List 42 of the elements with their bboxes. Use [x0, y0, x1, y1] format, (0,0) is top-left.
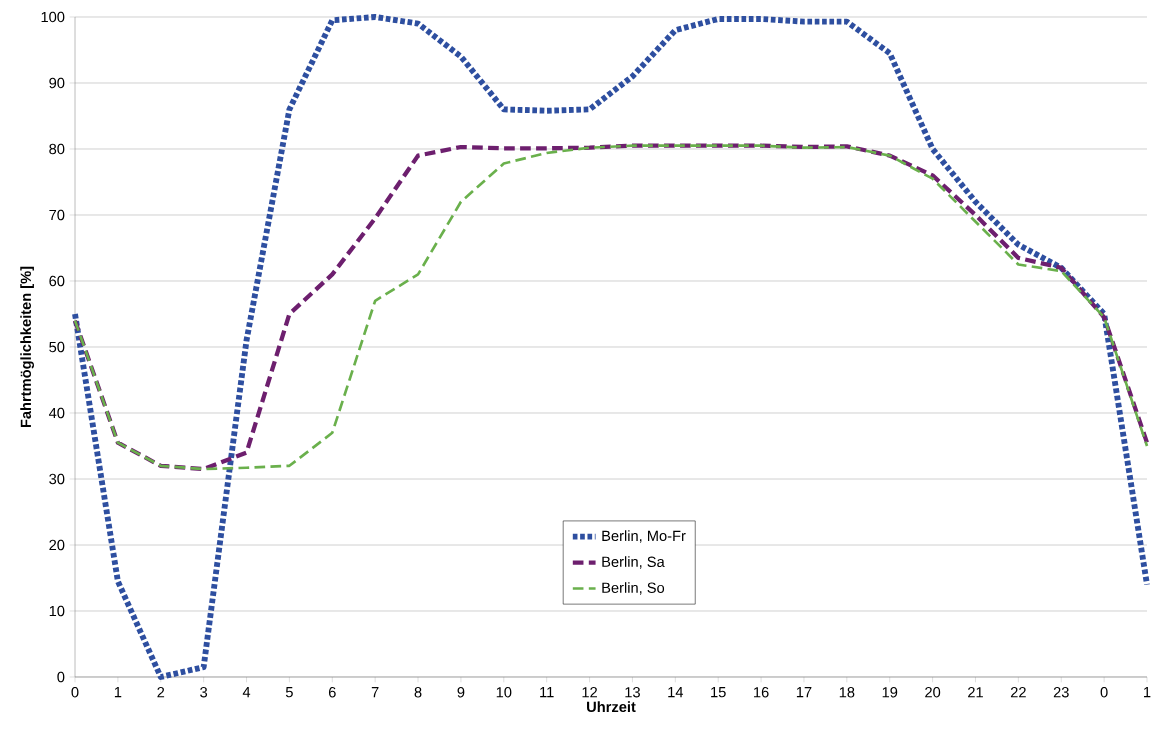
y-tick-label: 70 — [49, 209, 65, 221]
x-tick-label: 21 — [968, 687, 983, 698]
x-tick-label: 0 — [71, 687, 79, 698]
y-tick-label: 60 — [49, 275, 65, 287]
x-tick-label: 22 — [1010, 687, 1026, 698]
y-tick-label: 20 — [49, 539, 65, 551]
legend-label: Berlin, Mo-Fr — [602, 530, 686, 543]
legend-label: Berlin, Sa — [602, 556, 665, 569]
x-tick-label: 1 — [1144, 687, 1151, 698]
x-tick-label: 2 — [157, 687, 165, 698]
x-tick-label: 23 — [1053, 687, 1069, 698]
x-tick-label: 10 — [496, 687, 512, 698]
x-tick-label: 16 — [754, 687, 769, 698]
x-tick-label: 7 — [371, 687, 379, 698]
x-axis-title: Uhrzeit — [587, 701, 636, 713]
x-tick-label: 6 — [328, 687, 336, 698]
y-axis-title: Fahrtmöglichkeiten [%] — [20, 266, 35, 428]
x-tick-label: 17 — [796, 687, 812, 698]
y-tick-label: 50 — [49, 341, 65, 353]
x-tick-label: 1 — [114, 687, 122, 698]
y-tick-label: 40 — [48, 407, 65, 419]
x-tick-label: 3 — [200, 687, 208, 698]
y-tick-label: 10 — [49, 605, 65, 617]
x-tick-label: 14 — [668, 687, 684, 698]
y-tick-label: 100 — [41, 11, 65, 23]
y-tick-label: 90 — [49, 77, 65, 89]
x-tick-label: 13 — [625, 687, 640, 698]
x-tick-label: 5 — [285, 687, 293, 698]
x-tick-label: 4 — [242, 687, 251, 698]
y-tick-label: 80 — [49, 143, 65, 155]
legend-label: Berlin, So — [602, 582, 665, 595]
x-tick-label: 0 — [1100, 687, 1108, 698]
x-tick-label: 20 — [925, 687, 941, 698]
x-tick-label: 18 — [839, 687, 855, 698]
x-tick-label: 19 — [882, 687, 898, 698]
x-tick-label: 15 — [711, 687, 726, 698]
x-tick-label: 9 — [457, 687, 465, 698]
x-tick-label: 11 — [540, 687, 554, 698]
y-tick-label: 0 — [57, 671, 65, 683]
x-tick-label: 12 — [582, 687, 597, 698]
y-tick-label: 30 — [49, 473, 65, 485]
x-tick-label: 8 — [414, 687, 422, 698]
